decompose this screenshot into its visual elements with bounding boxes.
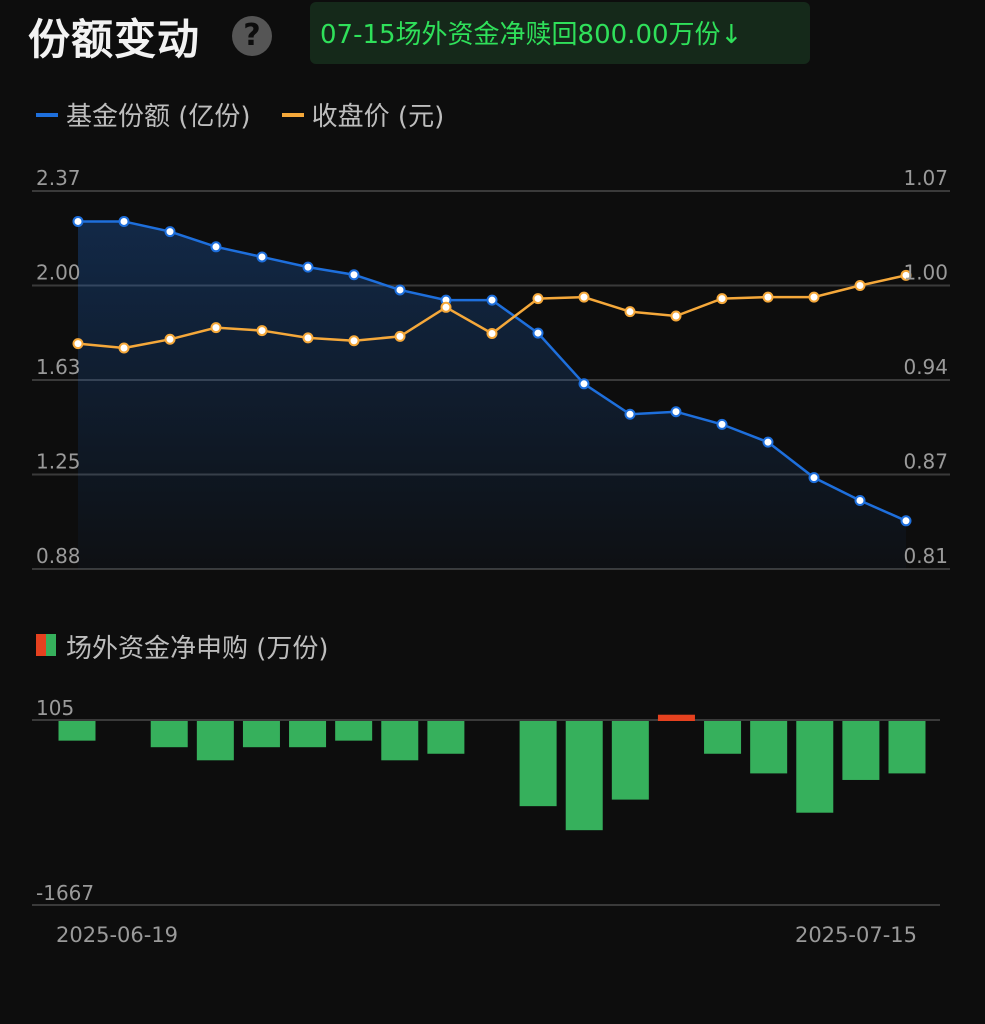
flow-bar [196,721,234,761]
price-point [854,280,866,291]
share-point [348,269,360,281]
flow-bar [289,721,327,748]
share-point [486,294,498,306]
price-point [762,291,774,303]
bar-chart-legend: 场外资金净申购 (万份) [36,628,329,665]
share-point [256,251,268,263]
price-point [716,293,728,305]
y-right-tick-label: 0.87 [903,450,948,474]
flow-bar [150,721,188,748]
legend-item-share: 基金份额 (亿份) [36,96,251,133]
share-point [302,261,314,273]
share-point [900,515,912,527]
price-point [302,332,314,344]
price-point [624,306,636,318]
y-tick-label: 105 [36,696,74,720]
y-left-tick-label: 2.37 [36,166,81,190]
flow-bar [565,721,603,831]
price-point [72,338,84,350]
line-chart-legend: 基金份额 (亿份) 收盘价 (元) [36,96,470,136]
share-point [854,495,866,507]
price-point [532,293,544,305]
flow-bar [427,721,465,754]
flow-bar [704,721,742,754]
line-chart: 2.37 1.07 2.00 1.00 1.63 0.94 1.25 0.87 0.88 0.81 [32,166,950,570]
y-left-tick-label: 2.00 [36,261,81,285]
share-point [118,215,130,227]
price-point [486,327,498,339]
share-point [394,284,406,296]
price-point [578,291,590,303]
share-point [670,406,682,418]
y-right-tick-label: 1.07 [903,166,948,190]
flow-bar [842,721,880,780]
y-right-tick-label: 0.94 [903,355,948,379]
flow-bar [242,721,280,748]
notice-text: 07-15场外资金净赎回800.00万份↓ [320,20,743,50]
flow-bar [796,721,834,813]
flow-bar [611,721,649,800]
flow-bar [335,721,373,741]
share-area-fill [78,221,906,570]
legend-label-flow: 场外资金净申购 (万份) [66,634,329,664]
flow-bar [381,721,419,761]
share-point [808,472,820,484]
header: 份额变动 ? 07-15场外资金净赎回800.00万份↓ [0,0,985,70]
price-point [118,342,130,354]
share-point [716,418,728,430]
share-point [210,241,222,253]
price-point [394,330,406,342]
y-tick-label: -1667 [36,881,94,905]
legend-label-share: 基金份额 (亿份) [66,102,251,132]
legend-item-price: 收盘价 (元) [281,96,445,133]
legend-swatch-price [281,112,304,117]
share-point [624,408,636,420]
y-right-tick-label: 0.81 [903,544,948,568]
legend-label-price: 收盘价 (元) [311,102,445,132]
y-left-tick-label: 1.63 [36,355,81,379]
price-point [900,269,912,281]
flow-bar [58,721,96,741]
y-left-tick-label: 0.88 [36,544,81,568]
legend-swatch-flow [36,633,56,656]
flow-bar [519,721,557,807]
price-point [808,291,820,303]
price-point [164,333,176,345]
y-right-tick-label: 1.00 [903,261,948,285]
share-point [578,378,590,390]
flow-bar [888,721,926,774]
fund-flow-notice: 07-15场外资金净赎回800.00万份↓ [310,2,810,64]
share-point [532,327,544,339]
share-point [762,436,774,448]
arrow-down-icon: ↓ [720,20,743,50]
x-tick-label: 2025-07-15 [795,923,917,947]
legend-swatch-share [36,112,58,117]
price-point [210,322,222,334]
x-tick-label: 2025-06-19 [56,923,178,947]
share-point [164,226,176,238]
share-point [72,215,84,227]
price-point [348,335,360,347]
price-point [670,310,682,322]
flow-bar [657,714,695,721]
y-left-tick-label: 1.25 [36,450,81,474]
price-point [256,325,268,337]
question-circle-icon[interactable]: ? [232,16,272,56]
price-point [440,301,452,313]
page-title: 份额变动 [28,15,201,64]
flow-bar [750,721,788,774]
